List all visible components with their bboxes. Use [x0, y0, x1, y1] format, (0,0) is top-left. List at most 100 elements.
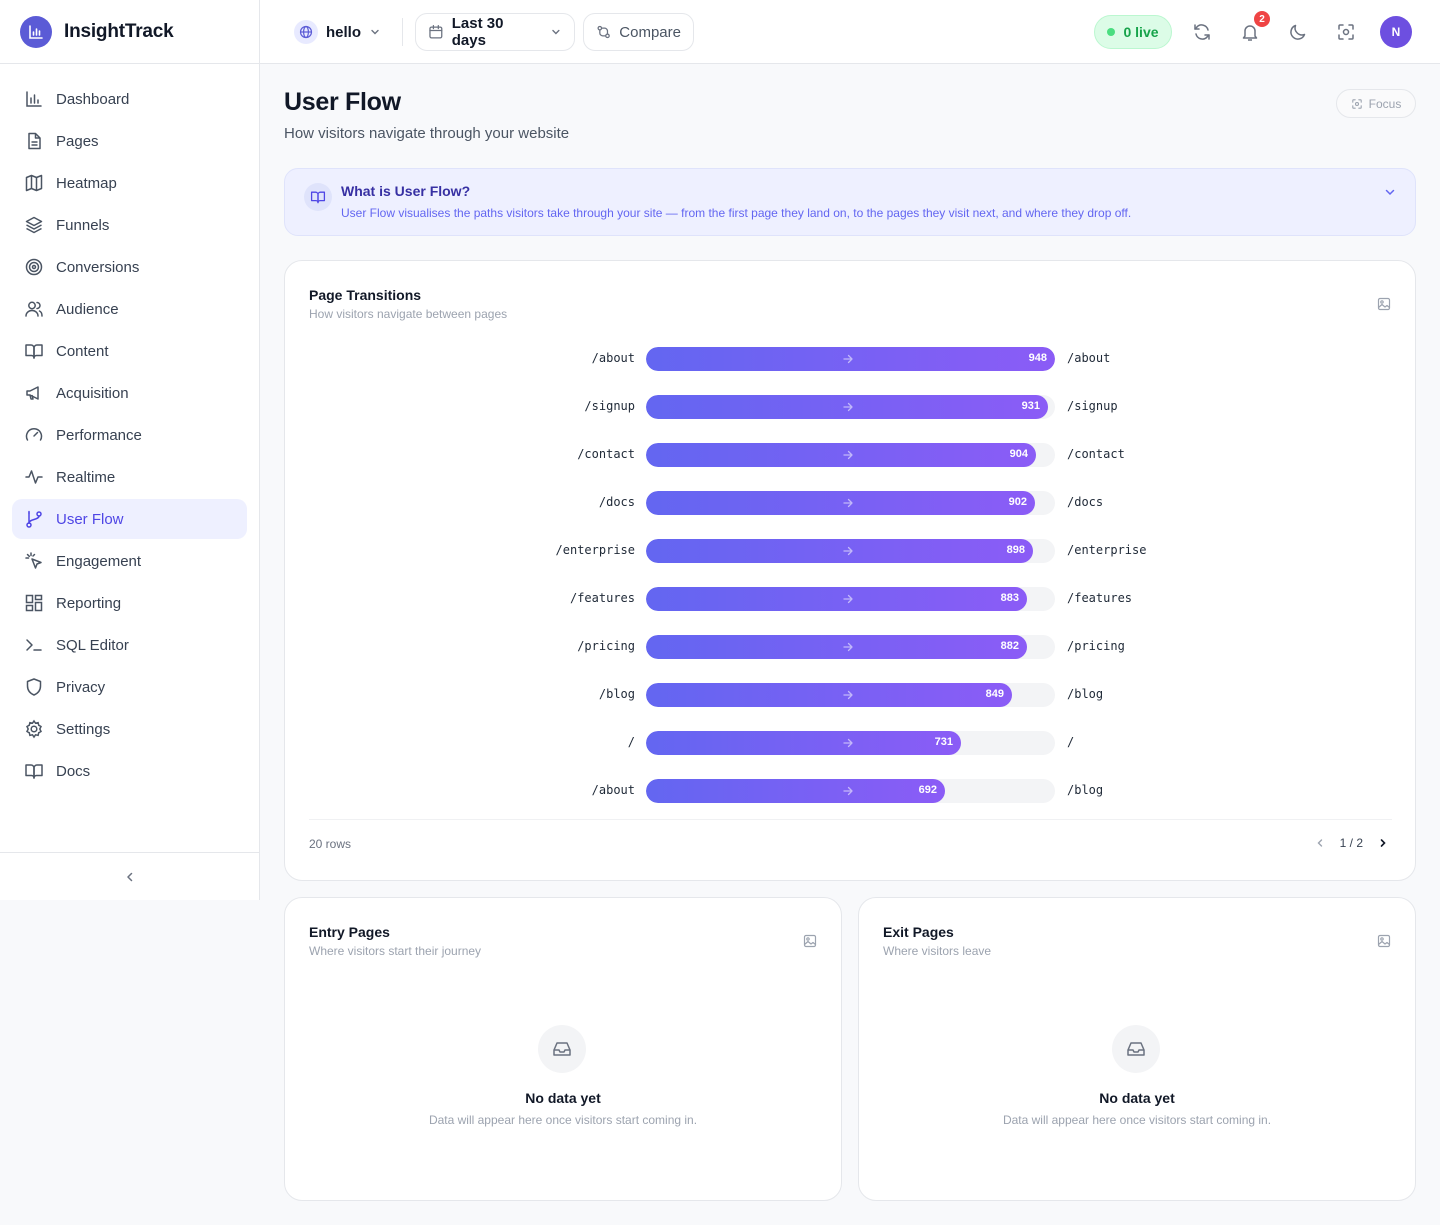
topbar-divider	[402, 18, 403, 46]
sidebar-item-funnels[interactable]: Funnels	[12, 205, 247, 245]
to-page-label: /docs	[1067, 495, 1104, 509]
sidebar-item-label: Docs	[56, 762, 91, 780]
site-selector[interactable]: hello	[294, 20, 381, 44]
page-indicator: 1 / 2	[1339, 836, 1363, 850]
brand[interactable]: InsightTrack	[0, 0, 259, 64]
sidebar-item-label: User Flow	[56, 510, 124, 528]
from-page-label: /pricing	[577, 639, 635, 653]
sidebar-item-label: Settings	[56, 720, 111, 738]
focus-mode-button[interactable]	[1334, 20, 1358, 44]
transition-row[interactable]: /signup 931/signup	[285, 395, 1417, 419]
transition-bar-track: 902	[646, 491, 1055, 515]
sidebar-item-label: Heatmap	[56, 174, 117, 192]
sidebar-item-pages[interactable]: Pages	[12, 121, 247, 161]
avatar[interactable]: N	[1380, 16, 1412, 48]
compare-button[interactable]: Compare	[583, 13, 694, 51]
refresh-button[interactable]	[1190, 20, 1214, 44]
calendar-icon	[429, 24, 443, 39]
sidebar-item-dashboard[interactable]: Dashboard	[12, 79, 247, 119]
live-visitors-badge[interactable]: 0 live	[1094, 15, 1172, 49]
arrow-right-icon	[843, 690, 853, 700]
sidebar-item-label: Funnels	[56, 216, 110, 234]
focus-frame-icon	[1338, 24, 1354, 40]
transition-count: 731	[934, 736, 953, 748]
sidebar-item-user-flow[interactable]: User Flow	[12, 499, 247, 539]
megaphone-icon	[26, 386, 39, 400]
user-flow-info-panel[interactable]: What is User Flow? User Flow visualises …	[284, 168, 1416, 236]
sidebar-item-settings[interactable]: Settings	[12, 709, 247, 749]
date-range-label: Last 30 days	[451, 15, 504, 49]
notification-count-badge: 2	[1254, 11, 1270, 27]
sidebar-item-privacy[interactable]: Privacy	[12, 667, 247, 707]
sidebar-item-performance[interactable]: Performance	[12, 415, 247, 455]
sidebar-item-label: Performance	[56, 426, 142, 444]
chevron-down-icon	[552, 29, 560, 35]
transition-row[interactable]: / 731 /	[285, 731, 1417, 755]
sidebar-item-sql-editor[interactable]: SQL Editor	[12, 625, 247, 665]
sidebar-item-label: Pages	[56, 132, 99, 150]
transition-count: 898	[1006, 544, 1025, 556]
export-image-icon[interactable]	[1377, 297, 1391, 311]
cursor-click-icon	[25, 552, 42, 569]
compare-label: Compare	[619, 23, 681, 41]
empty-state-title: No data yet	[1099, 1090, 1175, 1106]
sidebar-item-engagement[interactable]: Engagement	[12, 541, 247, 581]
layers-icon	[25, 216, 43, 234]
transition-count: 931	[1021, 400, 1040, 412]
notifications-button[interactable]	[1238, 20, 1262, 44]
to-page-label: /features	[1067, 591, 1133, 605]
sidebar-item-realtime[interactable]: Realtime	[12, 457, 247, 497]
transition-row[interactable]: /contact 904/contact	[285, 443, 1417, 467]
sidebar-item-docs[interactable]: Docs	[12, 751, 247, 791]
empty-state-text: Data will appear here once visitors star…	[428, 1113, 698, 1127]
sidebar: InsightTrack Dashboard Pages Heatmap Fun…	[0, 0, 260, 900]
transition-row[interactable]: /enterprise 898/enterprise	[285, 539, 1417, 563]
date-range-picker[interactable]: Last 30 days	[415, 13, 575, 51]
arrow-right-icon	[843, 498, 853, 508]
sidebar-item-heatmap[interactable]: Heatmap	[12, 163, 247, 203]
focus-button[interactable]: Focus	[1336, 89, 1416, 118]
book-icon	[25, 764, 43, 779]
layout-grid-icon	[25, 594, 43, 612]
moon-icon	[1290, 24, 1306, 40]
chevron-down-icon	[371, 29, 379, 35]
transition-bar	[646, 731, 961, 755]
sidebar-item-audience[interactable]: Audience	[12, 289, 247, 329]
prev-page-button[interactable]	[1312, 835, 1328, 851]
to-page-label: /blog	[1067, 687, 1104, 701]
bell-icon	[1242, 25, 1258, 41]
inbox-icon	[1112, 1025, 1160, 1073]
card-title: Page Transitions	[309, 287, 422, 303]
exit-pages-card: Exit Pages Where visitors leave No data …	[858, 897, 1416, 1201]
transition-row[interactable]: /about 692/blog	[285, 779, 1417, 803]
page-transitions-card: Page Transitions How visitors navigate b…	[284, 260, 1416, 881]
site-name: hello	[326, 23, 362, 41]
transition-bar	[646, 779, 945, 803]
from-page-label: /enterprise	[555, 543, 635, 557]
arrow-right-icon	[843, 738, 853, 748]
arrow-right-icon	[843, 354, 853, 364]
sidebar-item-content[interactable]: Content	[12, 331, 247, 371]
transition-count: 849	[985, 688, 1004, 700]
transition-row[interactable]: /features 883/features	[285, 587, 1417, 611]
sidebar-item-reporting[interactable]: Reporting	[12, 583, 247, 623]
transition-row[interactable]: /docs 902/docs	[285, 491, 1417, 515]
theme-toggle-button[interactable]	[1286, 20, 1310, 44]
arrow-right-icon	[843, 642, 853, 652]
sidebar-item-acquisition[interactable]: Acquisition	[12, 373, 247, 413]
transition-row[interactable]: /pricing 882/pricing	[285, 635, 1417, 659]
card-title: Entry Pages	[309, 924, 390, 940]
to-page-label: /enterprise	[1067, 543, 1147, 557]
export-image-icon[interactable]	[1377, 934, 1391, 948]
sidebar-item-label: Privacy	[56, 678, 106, 696]
transition-row[interactable]: /about 948/about	[285, 347, 1417, 371]
transition-row[interactable]: /blog 849/blog	[285, 683, 1417, 707]
to-page-label: /signup	[1067, 399, 1118, 413]
entry-pages-card: Entry Pages Where visitors start their j…	[284, 897, 842, 1201]
chevron-down-icon[interactable]	[1383, 185, 1397, 199]
sidebar-item-conversions[interactable]: Conversions	[12, 247, 247, 287]
sidebar-collapse-button[interactable]	[0, 852, 259, 900]
next-page-button[interactable]	[1375, 835, 1391, 851]
activity-icon	[25, 470, 43, 484]
export-image-icon[interactable]	[803, 934, 817, 948]
